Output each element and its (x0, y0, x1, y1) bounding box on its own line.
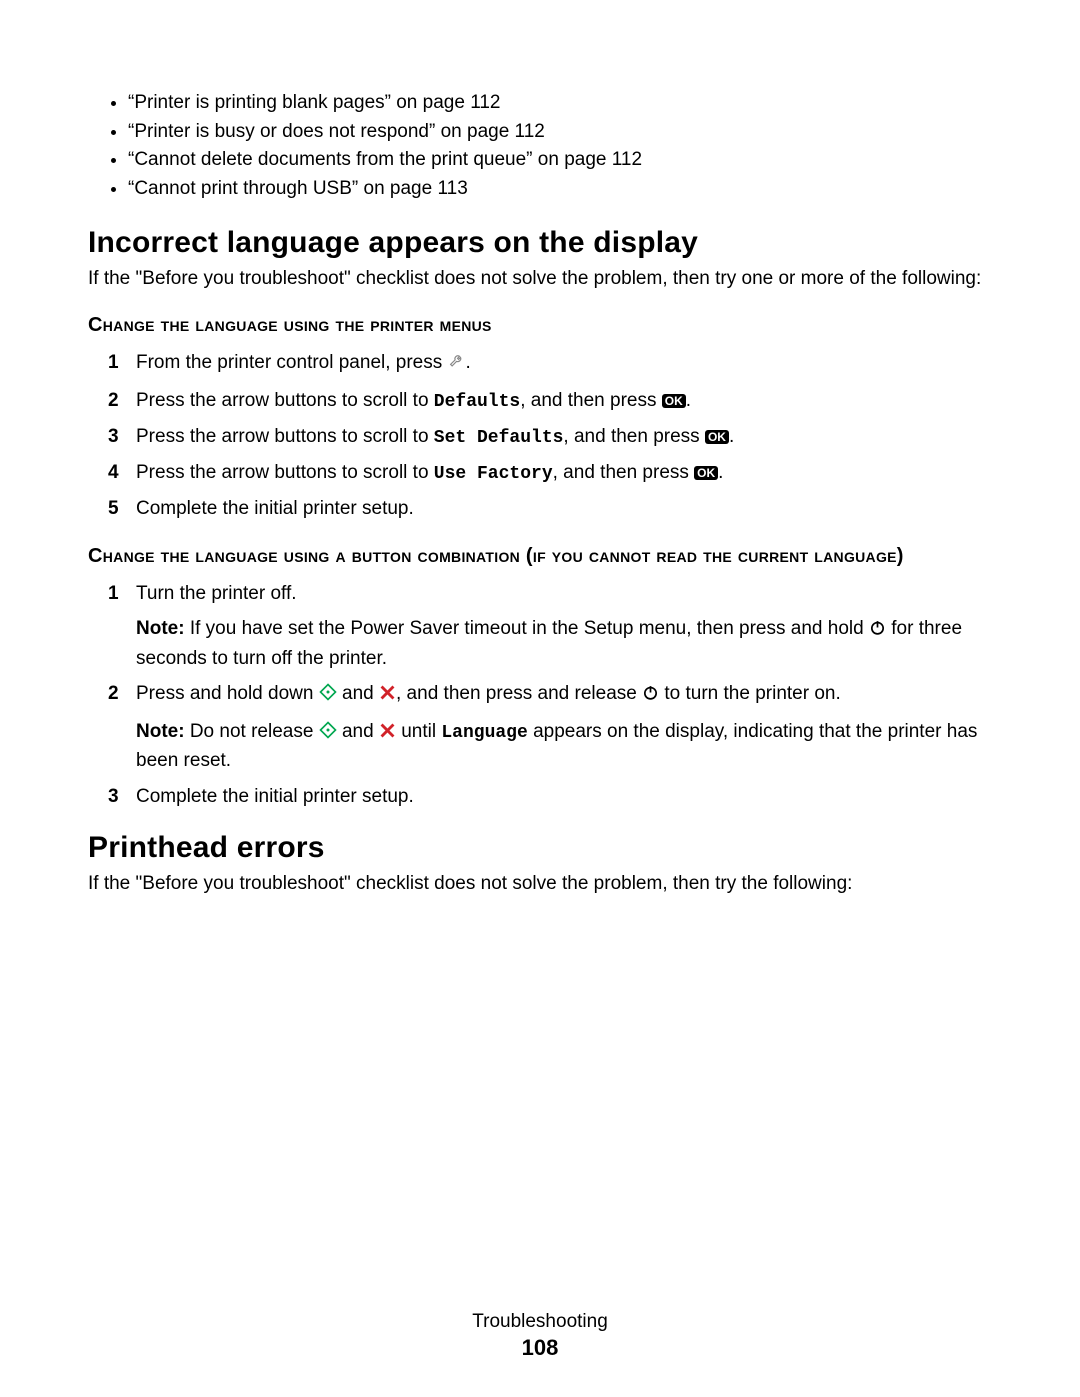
step-text: . (686, 390, 691, 411)
step-text: , and then press (563, 426, 705, 447)
note: Note: Do not release and until Language … (136, 718, 1002, 775)
subheading-change-via-buttons: Change the language using a button combi… (88, 543, 1002, 570)
power-icon (642, 682, 659, 710)
menu-code: Set Defaults (434, 428, 564, 448)
list-item: “Cannot delete documents from the print … (128, 147, 1002, 174)
step-item: From the printer control panel, press . (132, 349, 1002, 379)
step-text: Press and hold down (136, 683, 319, 704)
step-text: Press the arrow buttons to scroll to (136, 462, 434, 483)
wrench-icon (448, 351, 466, 379)
step-item: Press the arrow buttons to scroll to Set… (132, 423, 1002, 451)
step-item: Turn the printer off. Note: If you have … (132, 580, 1002, 673)
cancel-x-icon (379, 682, 396, 710)
ok-button-icon: OK (705, 430, 729, 444)
menu-code: Use Factory (434, 464, 553, 484)
step-text: . (718, 462, 723, 483)
step-item: Press and hold down and , and then press… (132, 680, 1002, 775)
note-text: Do not release (190, 721, 319, 742)
heading-incorrect-language: Incorrect language appears on the displa… (88, 226, 1002, 260)
ok-button-icon: OK (694, 466, 718, 480)
step-text: Turn the printer off. (136, 580, 1002, 608)
subheading-change-via-menus: Change the language using the printer me… (88, 312, 1002, 339)
cancel-x-icon (379, 720, 396, 748)
bullet-list: “Printer is printing blank pages” on pag… (88, 90, 1002, 202)
power-icon (869, 617, 886, 645)
list-item: “Printer is printing blank pages” on pag… (128, 90, 1002, 117)
diamond-start-icon (319, 682, 337, 710)
step-item: Complete the initial printer setup. (132, 783, 1002, 811)
steps-menus: From the printer control panel, press . … (88, 349, 1002, 522)
step-text: . (729, 426, 734, 447)
page-number: 108 (0, 1335, 1080, 1361)
step-text: to turn the printer on. (659, 683, 841, 704)
step-text: and (337, 683, 379, 704)
step-text: Press the arrow buttons to scroll to (136, 390, 434, 411)
note-text: and (337, 721, 379, 742)
list-item: “Cannot print through USB” on page 113 (128, 176, 1002, 203)
ok-button-icon: OK (662, 394, 686, 408)
page-footer: Troubleshooting 108 (0, 1311, 1080, 1361)
step-item: Press the arrow buttons to scroll to Def… (132, 387, 1002, 415)
note-text: If you have set the Power Saver timeout … (190, 618, 869, 639)
step-text: , and then press and release (396, 683, 642, 704)
step-item: Press the arrow buttons to scroll to Use… (132, 459, 1002, 487)
list-item: “Printer is busy or does not respond” on… (128, 119, 1002, 146)
note: Note: If you have set the Power Saver ti… (136, 615, 1002, 672)
intro-text: If the "Before you troubleshoot" checkli… (88, 268, 1002, 290)
note-label: Note: (136, 618, 190, 639)
step-text: From the printer control panel, press (136, 352, 448, 373)
step-text: . (466, 352, 471, 373)
steps-buttons: Turn the printer off. Note: If you have … (88, 580, 1002, 811)
menu-code: Defaults (434, 392, 520, 412)
step-text: , and then press (553, 462, 695, 483)
step-text: , and then press (520, 390, 662, 411)
diamond-start-icon (319, 720, 337, 748)
footer-section-title: Troubleshooting (0, 1311, 1080, 1333)
note-label: Note: (136, 721, 190, 742)
heading-printhead-errors: Printhead errors (88, 831, 1002, 865)
intro-text: If the "Before you troubleshoot" checkli… (88, 873, 1002, 895)
page: “Printer is printing blank pages” on pag… (0, 0, 1080, 1397)
step-text: Press the arrow buttons to scroll to (136, 426, 434, 447)
menu-code: Language (441, 723, 527, 743)
note-text: until (396, 721, 441, 742)
step-item: Complete the initial printer setup. (132, 495, 1002, 523)
